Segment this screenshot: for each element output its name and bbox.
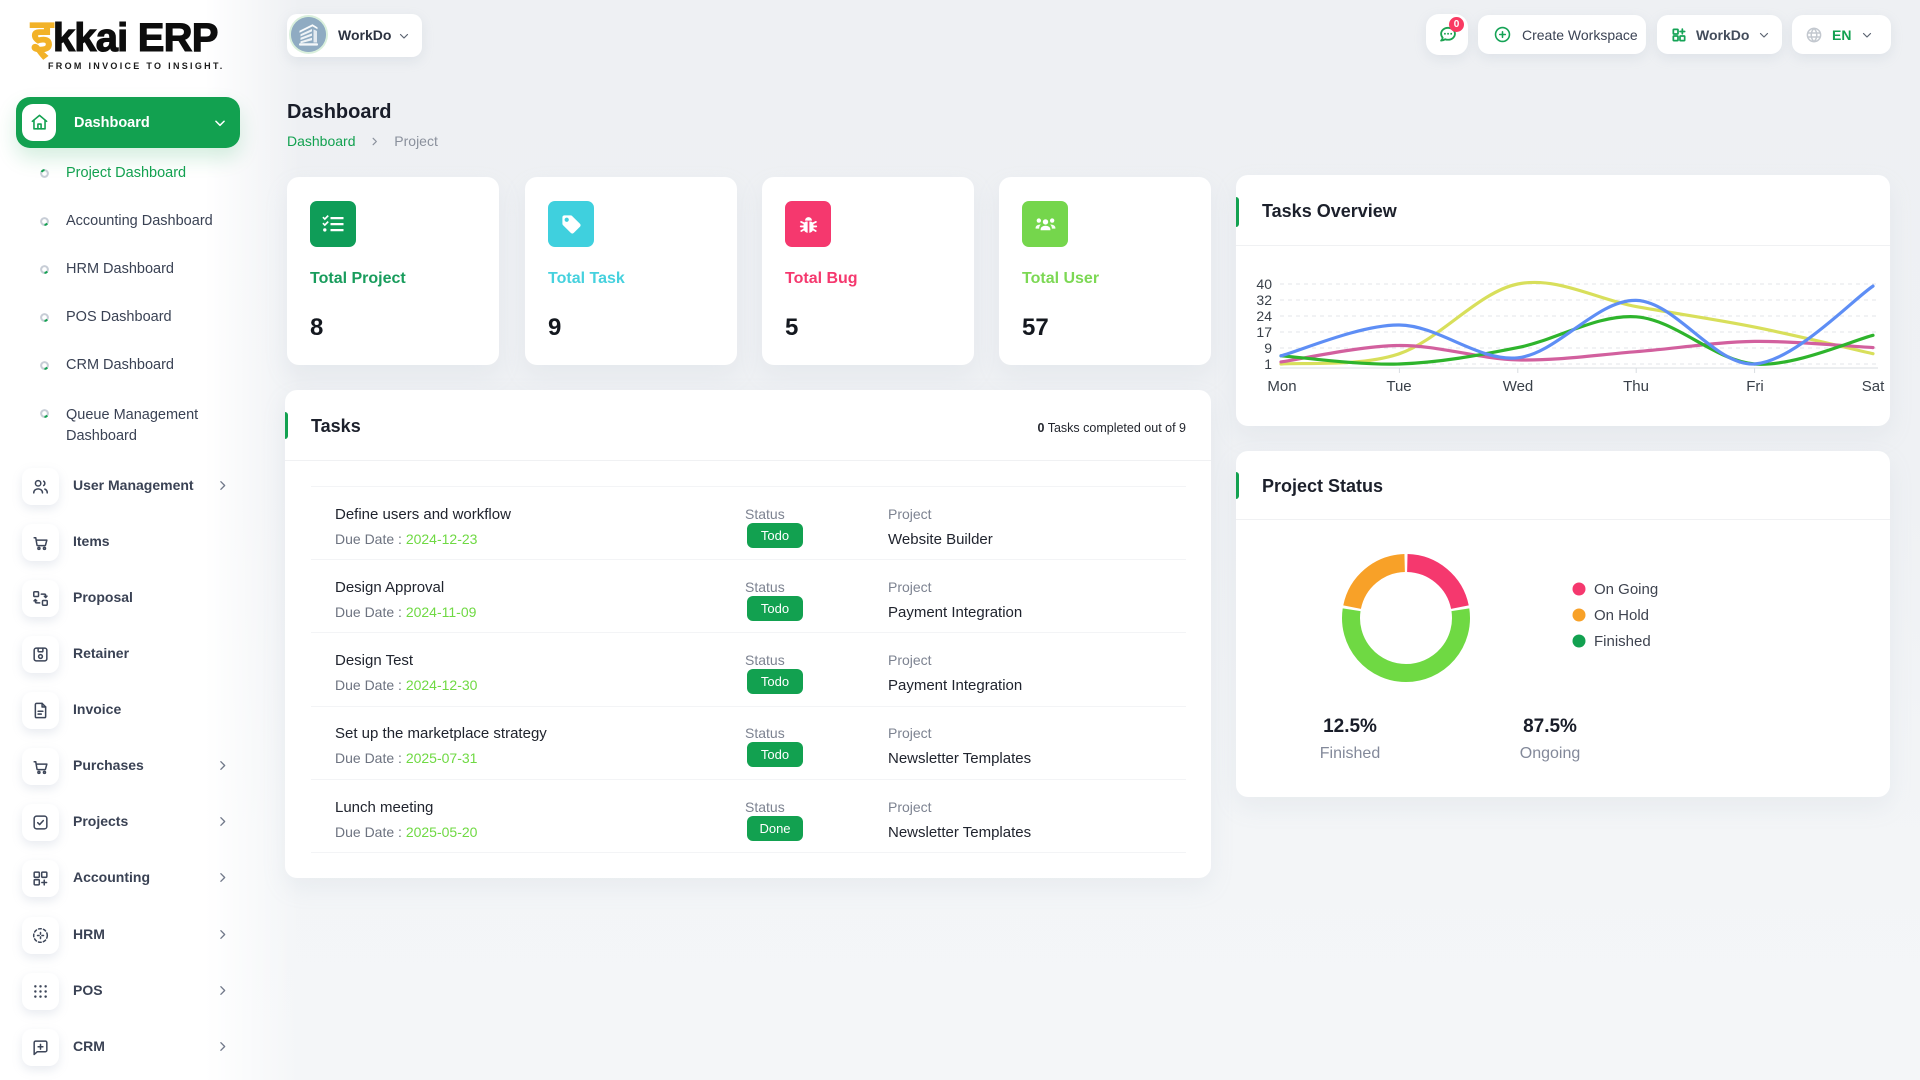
- svg-text:Tue: Tue: [1386, 378, 1411, 395]
- svg-text:9: 9: [1264, 340, 1272, 356]
- svg-text:On Hold: On Hold: [1594, 607, 1649, 624]
- svg-text:1: 1: [1264, 356, 1272, 372]
- svg-text:32: 32: [1256, 292, 1272, 308]
- svg-text:Thu: Thu: [1623, 378, 1649, 395]
- svg-text:Finished: Finished: [1320, 745, 1380, 762]
- svg-text:17: 17: [1256, 324, 1272, 340]
- svg-text:40: 40: [1256, 276, 1272, 292]
- svg-text:Wed: Wed: [1503, 378, 1534, 395]
- svg-text:Fri: Fri: [1746, 378, 1764, 395]
- svg-text:Sat: Sat: [1862, 378, 1885, 395]
- svg-text:Mon: Mon: [1267, 378, 1296, 395]
- svg-text:87.5%: 87.5%: [1523, 716, 1577, 737]
- svg-text:12.5%: 12.5%: [1323, 716, 1377, 737]
- svg-text:Finished: Finished: [1594, 633, 1651, 650]
- svg-text:On Going: On Going: [1594, 581, 1658, 598]
- svg-text:Ongoing: Ongoing: [1520, 745, 1581, 762]
- svg-text:24: 24: [1256, 308, 1272, 324]
